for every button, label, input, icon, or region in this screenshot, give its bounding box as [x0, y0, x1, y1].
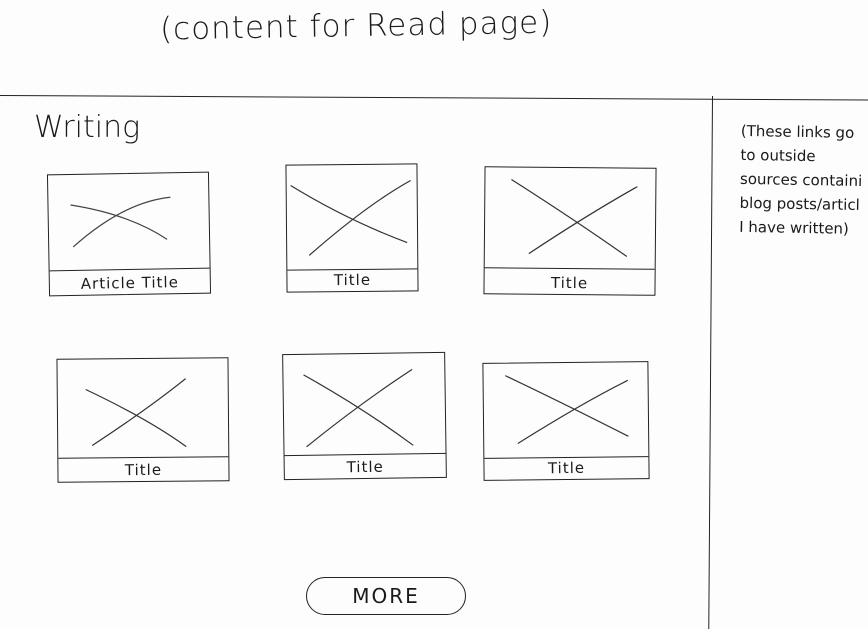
image-placeholder-icon: [484, 167, 656, 270]
article-title: Title: [346, 457, 384, 477]
article-title: Title: [547, 458, 586, 478]
image-placeholder-icon: [47, 172, 210, 272]
more-button[interactable]: MORE: [306, 577, 466, 615]
article-title: Article Title: [80, 273, 180, 293]
header-note: (content for Read page): [159, 4, 553, 48]
article-title: Title: [124, 460, 163, 480]
sidebar-divider: [708, 95, 713, 629]
image-placeholder-icon: [286, 164, 418, 271]
article-card[interactable]: Article Title: [46, 171, 212, 297]
article-card[interactable]: Title: [482, 361, 650, 481]
article-title: Title: [333, 270, 372, 290]
article-card[interactable]: Title: [282, 351, 447, 481]
image-placeholder-icon: [483, 362, 649, 459]
sidebar-note: (These links go to outside sources conta…: [739, 121, 863, 238]
header-divider: [0, 95, 868, 101]
article-card[interactable]: Title: [56, 357, 230, 483]
section-title: Writing: [34, 110, 141, 145]
article-title: Title: [550, 273, 589, 293]
image-placeholder-icon: [57, 358, 229, 459]
article-card[interactable]: Title: [483, 166, 657, 296]
article-card[interactable]: Title: [285, 163, 419, 293]
image-placeholder-icon: [283, 352, 446, 457]
